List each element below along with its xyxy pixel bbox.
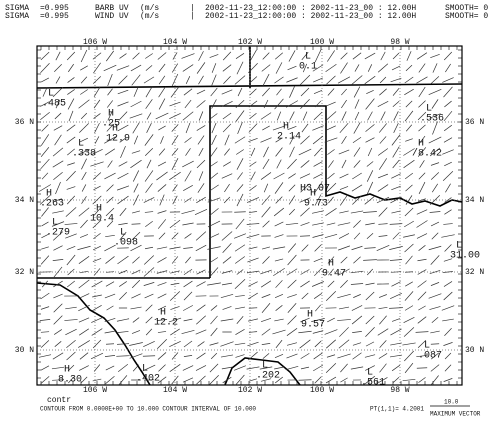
lon-label: 106 W	[83, 386, 107, 395]
lat-label: 34 N	[15, 196, 34, 205]
center-value: 31.00	[450, 251, 480, 262]
lat-label: 32 N	[465, 268, 484, 277]
center-value: 9.73	[304, 199, 328, 210]
footer-max-label: MAXIMUM VECTOR	[430, 411, 481, 418]
header-text: =0.995	[40, 12, 69, 21]
header-text: SIGMA	[5, 12, 29, 21]
weather-map: SIGMA=0.995BARB UV(m/s|2002-11-23_12:00:…	[0, 0, 494, 434]
footer-max-value: 10.0	[444, 399, 459, 406]
footer-contour: CONTOUR FROM 0.0000E+00 TO 10.000 CONTOU…	[40, 406, 256, 413]
lon-label: 104 W	[163, 386, 187, 395]
center-value: 8.30	[58, 375, 82, 386]
header-text: |	[190, 12, 195, 21]
center-value: .098	[114, 238, 138, 249]
center-value: 9.47	[322, 269, 346, 280]
center-value: .338	[72, 149, 96, 160]
lat-label: 34 N	[465, 196, 484, 205]
header-text: WIND UV	[95, 12, 129, 21]
footer-point: PT(1,1)= 4.2001	[370, 406, 424, 413]
lat-label: 30 N	[15, 346, 34, 355]
center-value: .402	[136, 374, 160, 385]
lat-label: 30 N	[465, 346, 484, 355]
lat-label: 36 N	[15, 118, 34, 127]
center-value: .279	[46, 228, 70, 239]
center-value: .202	[256, 371, 280, 382]
header-text: (m/s	[140, 12, 159, 21]
lon-label: 100 W	[310, 38, 334, 47]
center-value: 2.14	[277, 132, 301, 143]
center-value: /8.42	[412, 148, 442, 160]
center-value: 12.9	[106, 134, 130, 145]
center-value: 9.57	[301, 320, 325, 331]
lon-label: 106 W	[83, 38, 107, 47]
center-value: .485	[42, 99, 66, 110]
lon-label: 102 W	[238, 386, 262, 395]
center-value: .536	[420, 114, 444, 125]
center-value: H3.07	[300, 184, 330, 195]
center-value: 0.1	[299, 62, 317, 73]
center-value: .561	[361, 378, 385, 389]
center-value: .263	[40, 199, 64, 210]
lat-label: 36 N	[465, 118, 484, 127]
header-text: SMOOTH= 0	[445, 12, 488, 21]
lon-label: 102 W	[238, 38, 262, 47]
lon-label: 100 W	[310, 386, 334, 395]
center-value: 10.4	[90, 214, 114, 225]
center-value: 12.2	[154, 318, 178, 329]
header-text: 2002-11-23_12:00:00 : 2002-11-23_00 : 12…	[205, 12, 416, 21]
lon-label: 104 W	[163, 38, 187, 47]
lon-label: 98 W	[390, 38, 409, 47]
lon-label: 98 W	[390, 386, 409, 395]
footer-name: contr	[47, 396, 71, 405]
lat-label: 32 N	[15, 268, 34, 277]
center-value: .087	[418, 351, 442, 362]
